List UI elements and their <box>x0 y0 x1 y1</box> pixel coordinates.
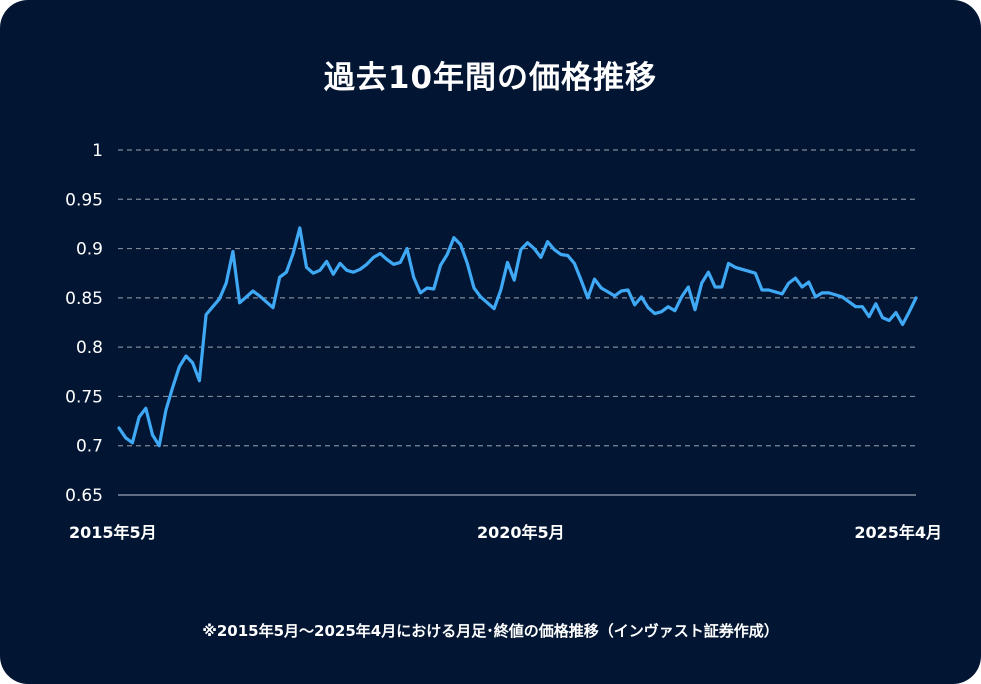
y-tick-label: 0.75 <box>65 387 103 407</box>
y-tick-label: 0.7 <box>76 437 103 457</box>
x-tick-label: 2020年5月 <box>477 523 565 542</box>
y-tick-label: 0.65 <box>65 486 103 506</box>
chart-title: 過去10年間の価格推移 <box>323 60 658 96</box>
price-line <box>117 226 918 448</box>
y-tick-label: 0.95 <box>65 190 103 210</box>
y-tick-label: 0.9 <box>76 240 103 260</box>
x-tick-label: 2025年4月 <box>854 523 942 542</box>
x-tick-label: 2015年5月 <box>69 523 157 542</box>
y-tick-label: 0.85 <box>65 289 103 309</box>
y-tick-label: 1 <box>92 141 103 161</box>
footnote: ※2015年5月～2025年4月における月足･終値の価格推移（インヴァスト証券作… <box>202 622 779 640</box>
y-tick-label: 0.8 <box>76 338 103 358</box>
